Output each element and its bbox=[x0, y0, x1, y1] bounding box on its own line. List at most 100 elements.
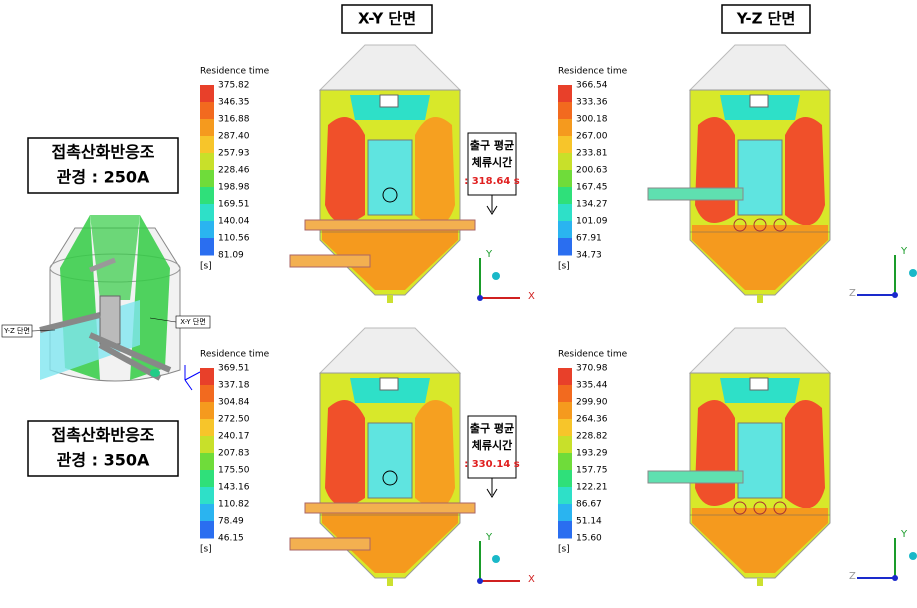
header-box bbox=[721, 4, 811, 34]
axis-label: Z bbox=[849, 288, 856, 299]
colorbar-tick: 366.54 bbox=[576, 81, 608, 91]
pipe-section bbox=[382, 470, 398, 486]
colorbar-unit: [s] bbox=[200, 262, 212, 272]
colorbar-segment bbox=[200, 436, 214, 454]
axis-dot bbox=[909, 269, 917, 277]
colorbar-segment bbox=[558, 238, 572, 256]
axis-label: X bbox=[528, 574, 535, 585]
colorbar-tick: 86.67 bbox=[576, 500, 602, 510]
colorbar-tick: 15.60 bbox=[576, 534, 602, 544]
hot-zone bbox=[415, 400, 455, 509]
colorbar-tick: 207.83 bbox=[218, 449, 250, 459]
colorbar-segment bbox=[200, 85, 214, 103]
cone-top bbox=[318, 44, 462, 91]
colorbar-tick: 370.98 bbox=[576, 364, 608, 374]
colorbar-segment bbox=[558, 504, 572, 522]
colorbar-tick: 169.51 bbox=[218, 200, 250, 210]
colorbar-segment bbox=[200, 402, 214, 420]
hot-zone bbox=[785, 400, 825, 509]
colorbar-tick: 175.50 bbox=[218, 466, 250, 476]
hot-zone bbox=[415, 117, 455, 226]
colorbar-tick: 264.36 bbox=[576, 415, 608, 425]
colorbar-title: Residence time bbox=[558, 67, 628, 77]
pipe-section bbox=[753, 218, 767, 232]
outlet-top bbox=[379, 94, 399, 108]
header-box bbox=[341, 4, 433, 34]
colorbar-tick: 316.88 bbox=[218, 115, 250, 125]
colorbar-tick: 337.18 bbox=[218, 381, 250, 391]
pipe-section bbox=[733, 218, 747, 232]
colorbar-segment bbox=[200, 170, 214, 188]
colorbar-segment bbox=[200, 470, 214, 488]
colorbar-tick: 46.15 bbox=[218, 534, 244, 544]
outlet-top bbox=[749, 94, 769, 108]
header: X-Y 단면 bbox=[358, 10, 416, 28]
axis-label: Z bbox=[849, 571, 856, 582]
callout-text: 출구 평균 bbox=[470, 421, 514, 435]
colorbar-tick: 34.73 bbox=[576, 251, 602, 261]
pipe-section bbox=[753, 501, 767, 515]
colorbar-segment bbox=[200, 238, 214, 256]
colorbar-segment bbox=[558, 470, 572, 488]
axis-label: Y bbox=[485, 532, 493, 543]
cone-top bbox=[688, 44, 832, 91]
axis-dot bbox=[492, 555, 500, 563]
callout-value: : 318.64 s bbox=[464, 176, 520, 187]
colorbar-segment bbox=[558, 436, 572, 454]
warm-zone bbox=[322, 225, 458, 290]
colorbar-segment bbox=[200, 221, 214, 239]
colorbar-title: Residence time bbox=[200, 67, 270, 77]
draft-tube bbox=[367, 139, 413, 216]
axis-dot bbox=[492, 272, 500, 280]
warm-zone bbox=[692, 508, 828, 573]
outlet-top bbox=[379, 377, 399, 391]
colorbar-title: Residence time bbox=[200, 350, 270, 360]
hot-zone bbox=[695, 117, 735, 223]
outlet-pipe bbox=[304, 219, 476, 231]
colorbar-tick: 369.51 bbox=[218, 364, 250, 374]
colorbar-tick: 267.00 bbox=[576, 132, 608, 142]
colorbar-tick: 233.81 bbox=[576, 149, 608, 159]
inlet-pipe bbox=[289, 254, 371, 268]
colorbar-tick: 134.27 bbox=[576, 200, 608, 210]
axis-label: Y bbox=[900, 529, 908, 540]
colorbar-segment bbox=[200, 521, 214, 539]
colorbar-tick: 167.45 bbox=[576, 183, 608, 193]
colorbar-segment bbox=[558, 119, 572, 137]
colorbar-title: Residence time bbox=[558, 350, 628, 360]
drain bbox=[387, 578, 393, 586]
draft-tube bbox=[737, 139, 783, 216]
colorbar-tick: 272.50 bbox=[218, 415, 250, 425]
cone-top bbox=[318, 327, 462, 374]
colorbar-segment bbox=[558, 102, 572, 120]
plane-label: X-Y 단면 bbox=[180, 317, 206, 326]
colorbar-segment bbox=[200, 119, 214, 137]
axis-origin bbox=[477, 578, 483, 584]
colorbar-segment bbox=[200, 187, 214, 205]
hot-zone bbox=[785, 117, 825, 226]
pipe-section bbox=[773, 218, 787, 232]
callout-box bbox=[467, 415, 517, 479]
outlet-top bbox=[749, 377, 769, 391]
colorbar-tick: 299.90 bbox=[576, 398, 608, 408]
callout-value: : 330.14 s bbox=[464, 459, 520, 470]
axis-label: Y bbox=[900, 246, 908, 257]
axis-origin bbox=[892, 292, 898, 298]
colorbar-segment bbox=[200, 368, 214, 386]
colorbar-tick: 304.84 bbox=[218, 398, 250, 408]
callout-text: 체류시간 bbox=[472, 438, 512, 452]
reactor-title: 접촉산화반응조 bbox=[51, 426, 154, 445]
colorbar-segment bbox=[200, 136, 214, 154]
colorbar-segment bbox=[200, 102, 214, 120]
reactor-title: 접촉산화반응조 bbox=[51, 143, 154, 162]
colorbar-unit: [s] bbox=[558, 262, 570, 272]
colorbar-segment bbox=[558, 170, 572, 188]
pipe-size: 관경 : 350A bbox=[57, 451, 150, 470]
colorbar-segment bbox=[558, 187, 572, 205]
drain bbox=[757, 295, 763, 303]
colorbar-tick: 228.46 bbox=[218, 166, 250, 176]
colorbar-tick: 335.44 bbox=[576, 381, 608, 391]
colorbar-segment bbox=[558, 419, 572, 437]
colorbar-tick: 240.17 bbox=[218, 432, 250, 442]
callout-arrow bbox=[486, 195, 498, 215]
